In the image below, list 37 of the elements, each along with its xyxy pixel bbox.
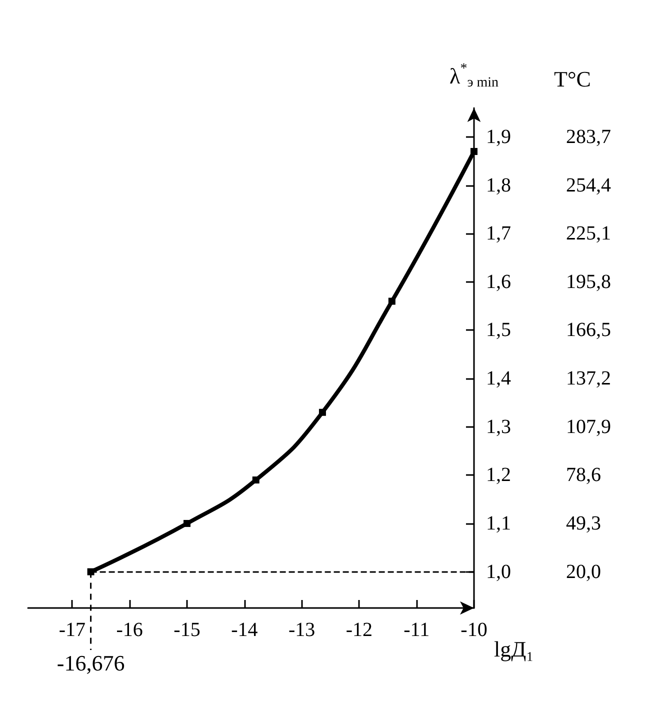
y-axis-title: λ*э min <box>450 62 498 90</box>
y2-tick-label: 49,3 <box>566 512 601 534</box>
x-tick-label: -17 <box>58 619 86 641</box>
y-tick-label: 1,8 <box>486 174 511 196</box>
x-tick-label: -15 <box>174 619 200 641</box>
y-tick-label: 1,9 <box>486 126 511 148</box>
x-tick-label: -14 <box>231 619 258 641</box>
x-tick-label: -12 <box>346 619 373 641</box>
y2-tick-label: 137,2 <box>566 368 611 390</box>
y-tick-label: 1,3 <box>486 416 511 438</box>
x-tick-label: -16 <box>116 619 143 641</box>
point <box>252 476 260 484</box>
y2-tick-label: 78,6 <box>566 464 601 486</box>
y-tick-label: 1,7 <box>486 222 511 245</box>
y2-tick-label: 283,7 <box>566 126 611 148</box>
y2-tick-label: 166,5 <box>566 319 611 342</box>
y2-tick-label: 20,0 <box>566 560 601 583</box>
y2-tick-label: 254,4 <box>566 174 611 196</box>
point <box>184 520 190 527</box>
point <box>318 408 326 416</box>
ref-line-label: -16,676 <box>56 650 125 676</box>
x-tick-label: -13 <box>288 619 316 641</box>
y-tick-label: 1,5 <box>486 319 511 342</box>
point <box>470 148 478 155</box>
y-tick-label: 1,2 <box>486 464 511 486</box>
x-tick-label: -11 <box>404 619 430 641</box>
y2-axis-title: T°C <box>554 66 591 92</box>
y2-tick-label: 107,9 <box>566 416 611 438</box>
y-tick-label: 1,4 <box>486 368 511 390</box>
y-tick-label: 1,6 <box>486 270 511 293</box>
y-tick-label: 1,1 <box>486 512 511 534</box>
y2-tick-label: 195,8 <box>566 270 611 293</box>
y-tick-label: 1,0 <box>486 560 511 583</box>
y2-tick-label: 225,1 <box>566 222 611 245</box>
x-tick-label: -10 <box>460 619 488 641</box>
x-axis-title: lgД₁ <box>494 636 534 662</box>
point <box>388 298 396 305</box>
